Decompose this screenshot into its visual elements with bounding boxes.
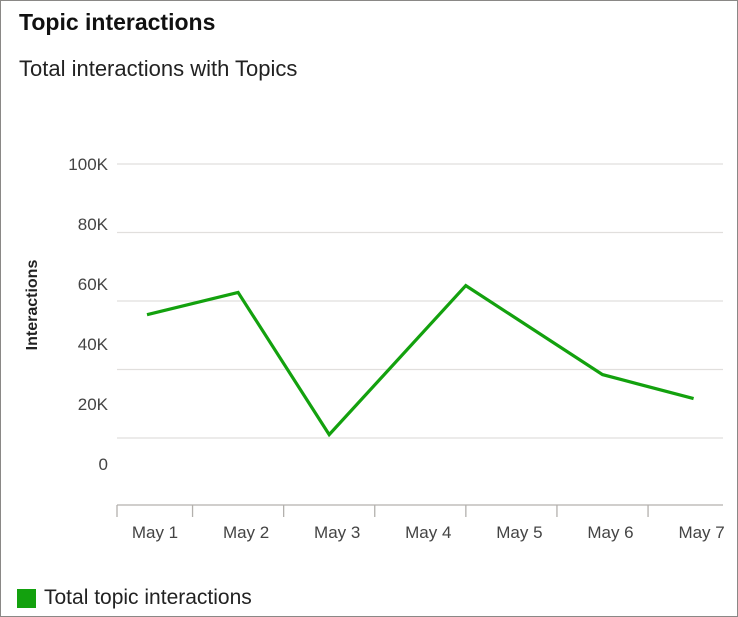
y-tick-label: 20K — [78, 395, 109, 414]
chart-subtitle: Total interactions with Topics — [19, 56, 298, 81]
x-tick-label: May 2 — [223, 523, 269, 542]
y-axis-title: Interactions — [24, 260, 41, 351]
x-tick-label: May 7 — [678, 523, 724, 542]
y-tick-label: 0 — [99, 455, 108, 474]
y-axis-ticks: 100K 80K 60K 40K 20K 0 — [68, 155, 108, 474]
card-title: Topic interactions — [19, 9, 216, 35]
series-line — [146, 283, 695, 438]
y-tick-label: 80K — [78, 215, 109, 234]
legend-swatch — [17, 588, 36, 608]
x-tick-label: May 5 — [496, 523, 542, 542]
x-tick-label: May 6 — [587, 523, 633, 542]
y-tick-label: 40K — [78, 335, 109, 354]
legend: Total topic interactions — [17, 586, 252, 610]
x-tick-label: May 3 — [314, 523, 360, 542]
x-axis: May 1 May 2 May 3 May 4 May 5 May 6 May 7 — [116, 504, 725, 542]
y-tick-label: 100K — [68, 155, 108, 174]
x-tick-label: May 4 — [405, 523, 451, 542]
x-tick-label: May 1 — [132, 523, 178, 542]
legend-label: Total topic interactions — [44, 586, 252, 609]
y-tick-label: 60K — [78, 275, 109, 294]
gridlines — [117, 163, 723, 439]
series-layer — [146, 283, 695, 438]
